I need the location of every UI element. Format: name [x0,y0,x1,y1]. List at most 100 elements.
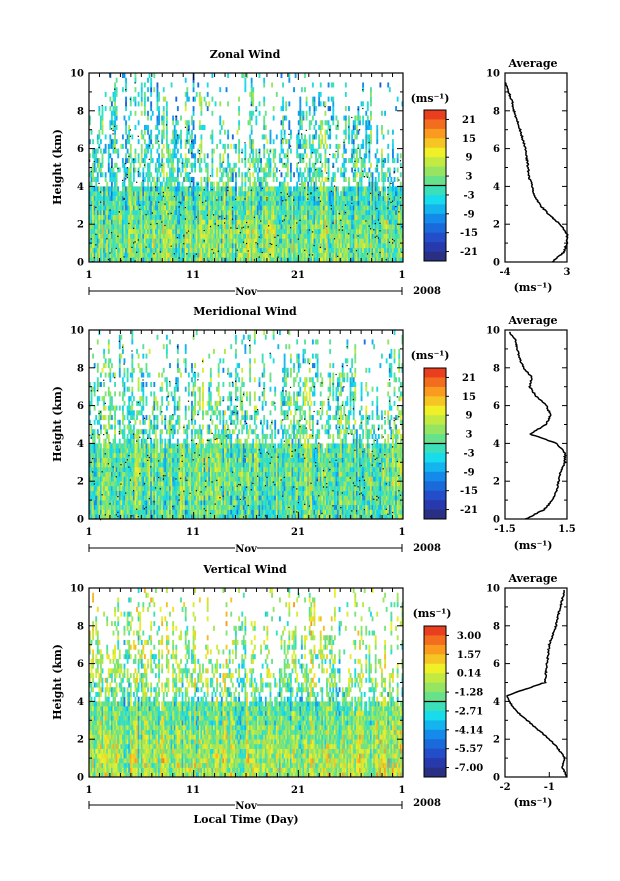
heatmap-cell [241,172,243,177]
heatmap-cell [317,149,319,154]
heatmap-cell [177,177,179,182]
heatmap-dot [307,194,308,195]
heatmap-dot [237,250,238,251]
heatmap-cell [153,73,155,78]
heatmap-cell [200,149,202,154]
heatmap-dot [150,224,151,225]
heatmap-cell [345,130,347,135]
heatmap-cell [133,172,135,177]
heatmap-cell [142,172,144,177]
heatmap-cell [157,182,159,187]
y-axis-label: Height (km) [51,129,64,205]
heatmap-dot [244,142,245,143]
heatmap-cell [105,144,107,149]
heatmap-cell [211,134,213,139]
heatmap-dot [392,242,393,243]
heatmap-dot [185,127,186,128]
heatmap-cell [164,97,166,102]
heatmap-cell [189,182,191,187]
heatmap-dot [163,192,164,193]
heatmap-cell [163,106,165,111]
heatmap-dot [94,257,95,258]
heatmap-dot [125,89,126,90]
heatmap-dot [248,226,249,227]
heatmap-cell [370,134,372,139]
heatmap-cell [200,106,202,111]
heatmap-cell [128,125,130,130]
heatmap-dot [223,162,224,163]
heatmap-cell [241,186,243,191]
heatmap-cell [318,134,320,139]
heatmap-cell [244,153,246,158]
heatmap-cell [92,172,94,177]
heatmap-cell [270,130,272,135]
heatmap-cell [177,163,179,168]
heatmap-dot [131,247,132,248]
heatmap-dot [133,242,134,243]
heatmap-dot [332,166,333,167]
heatmap-dot [318,197,319,198]
heatmap-cell [144,106,146,111]
heatmap-cell [188,158,190,163]
heatmap-dot [168,187,169,188]
heatmap-cell [370,92,372,97]
heatmap-dot [389,242,390,243]
heatmap-cell [306,101,308,106]
y-tick-label: 0 [77,258,84,269]
heatmap-cell [211,139,213,144]
heatmap-cell [243,73,245,78]
heatmap-dot [274,237,275,238]
heatmap-cell [268,153,270,158]
heatmap-cell [263,144,265,149]
heatmap-cell [138,120,140,125]
heatmap-dot [315,169,316,170]
heatmap-dot [270,254,271,255]
heatmap-dot [287,194,288,195]
heatmap-cell [356,149,358,154]
heatmap-dot [114,126,115,127]
heatmap-cell [249,153,251,158]
heatmap-dot [367,177,368,178]
heatmap-dot [161,165,162,166]
heatmap-cell [249,163,251,168]
heatmap-dot [116,248,117,249]
heatmap-dot [133,228,134,229]
heatmap-cell [394,177,396,182]
heatmap-cell [328,120,330,125]
heatmap-dot [182,163,183,164]
heatmap-cell [175,130,177,135]
heatmap-cell [141,149,143,154]
heatmap-dot [191,181,192,182]
heatmap-cell [174,182,176,187]
heatmap-cell [367,172,369,177]
heatmap-cell [182,158,184,163]
heatmap-dot [215,223,216,224]
heatmap-dot [266,199,267,200]
heatmap-cell [248,158,250,163]
heatmap-cell [381,168,383,173]
heatmap-dot [224,218,225,219]
heatmap-cell [288,101,290,106]
heatmap-cell [180,144,182,149]
heatmap-dot [339,229,340,230]
heatmap-cell [146,153,148,158]
heatmap-dot [340,220,341,221]
heatmap-cell [320,144,322,149]
heatmap-dot [254,259,255,260]
heatmap-cell [276,177,278,182]
heatmap-cell [168,144,170,149]
heatmap-cell [255,153,257,158]
heatmap-cell [370,87,372,92]
heatmap-cell [147,116,149,121]
heatmap-dot [325,106,326,107]
heatmap-cell [222,120,224,125]
heatmap-dot [161,221,162,222]
heatmap-cell [222,153,224,158]
heatmap-dot [179,202,180,203]
heatmap-cell [144,97,146,102]
heatmap-dot [271,244,272,245]
heatmap-cell [386,172,388,177]
heatmap-cell [238,97,240,102]
heatmap-cell [98,106,100,111]
heatmap-cell [193,87,195,92]
